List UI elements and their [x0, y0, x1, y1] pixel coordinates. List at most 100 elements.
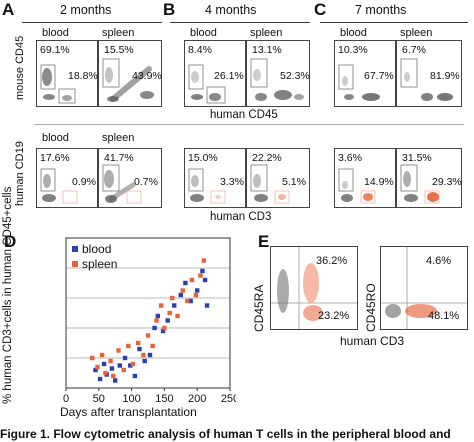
- point-blood: [152, 325, 157, 331]
- legend-label-spleen: spleen: [82, 257, 117, 271]
- axis-label-human-cd45: human CD45: [210, 109, 278, 121]
- pct-top-c-blood-1: 10.3%: [338, 44, 368, 56]
- point-spleen: [135, 340, 141, 346]
- figure-caption: Figure 1. Flow cytometric analysis of hu…: [0, 427, 451, 441]
- facs-bot-c-blood-dots: [338, 168, 376, 204]
- point-blood: [160, 328, 166, 334]
- cond-a-spleen: spleen: [102, 27, 135, 39]
- facs-top-a-spleen-dots: [102, 58, 154, 102]
- facs-top-c-blood: [334, 40, 396, 107]
- point-spleen: [193, 292, 199, 298]
- point-spleen: [167, 310, 172, 316]
- point-spleen: [185, 298, 190, 304]
- x-tick-label: 100: [122, 393, 140, 405]
- x-tick-label: 0: [63, 393, 69, 405]
- point-blood: [204, 303, 210, 308]
- pct-e-cd45ra-low: 23.2%: [318, 310, 350, 322]
- facs-bot-a-blood-dots: [40, 168, 78, 204]
- chart-frame: [65, 237, 231, 389]
- facs-e-cd45ro: [380, 246, 468, 330]
- facs-top-b-spleen: [246, 40, 310, 107]
- facs-top-b-blood: [184, 40, 246, 107]
- point-spleen: [198, 273, 203, 278]
- facs-bot-c-blood: [334, 148, 396, 208]
- point-spleen: [189, 277, 195, 283]
- point-spleen: [154, 318, 159, 323]
- header-rule-c: [320, 22, 468, 23]
- pct-top-a-blood-2: 18.8%: [68, 70, 98, 82]
- point-blood: [128, 363, 133, 368]
- x-tick-label: 200: [188, 393, 206, 405]
- point-spleen: [150, 343, 155, 349]
- facs-bot-a-spleen-dots: [102, 164, 142, 204]
- facs-top-a-blood-dots: [40, 64, 76, 104]
- x-tick-label: 150: [155, 393, 173, 405]
- chart-ylabel: % human CD3+cells in human CD45+cells: [2, 186, 14, 404]
- legend-swatch-blood: [72, 246, 78, 252]
- pct-bot-b-blood-2: 3.3%: [220, 176, 244, 188]
- point-spleen: [116, 348, 121, 353]
- pct-bot-b-spleen-2: 5.1%: [282, 176, 306, 188]
- panel-letter-d: D: [4, 232, 17, 251]
- x-tick-label: 50: [93, 393, 105, 405]
- facs-bot-c-spleen-dots: [400, 164, 440, 204]
- pct-top-c-blood-2: 67.7%: [364, 70, 394, 82]
- cond-b-spleen: spleen: [250, 27, 283, 39]
- facs-bot-b-spleen-dots: [250, 164, 290, 204]
- pct-bot-a-blood-1: 17.6%: [40, 152, 70, 164]
- point-blood: [178, 292, 183, 298]
- facs-bot-b-spleen: [246, 148, 310, 208]
- point-spleen: [170, 295, 175, 301]
- point-spleen: [162, 325, 167, 331]
- point-spleen: [108, 358, 113, 364]
- pct-top-b-blood-1: 8.4%: [188, 44, 212, 56]
- facs-top-a-blood: [36, 40, 98, 107]
- legend-swatch-spleen: [72, 261, 78, 267]
- pct-top-b-spleen-1: 13.1%: [252, 44, 282, 56]
- pct-top-a-spleen-1: 15.5%: [104, 44, 134, 56]
- pct-bot-c-spleen-2: 29.3%: [432, 176, 462, 188]
- cond-c-spleen: spleen: [400, 27, 433, 39]
- axis-label-human-cd3: human CD3: [210, 211, 272, 223]
- facs-top-c-spleen-dots: [400, 58, 453, 101]
- pct-bot-c-blood-2: 14.9%: [364, 176, 394, 188]
- facs-e-cd45ra-dots: [271, 247, 357, 329]
- legend-label-blood: blood: [82, 242, 111, 256]
- facs-top-b-blood-dots: [188, 64, 226, 104]
- pct-top-b-spleen-2: 52.3%: [280, 70, 310, 82]
- axis-label-e-human-cd3: human CD3: [340, 334, 405, 348]
- pct-bot-b-spleen-1: 22.2%: [252, 152, 282, 164]
- point-spleen: [175, 313, 180, 319]
- panel-letter-a: A: [2, 0, 15, 19]
- point-blood: [195, 288, 200, 293]
- pct-bot-b-blood-1: 15.0%: [188, 152, 218, 164]
- facs-bot-a-spleen: [98, 148, 162, 208]
- pct-bot-c-spleen-1: 31.5%: [402, 152, 432, 164]
- point-spleen: [130, 361, 136, 367]
- x-tick-label: 250: [221, 393, 236, 405]
- cond2-a-spleen: spleen: [102, 132, 135, 144]
- row-divider: [34, 124, 464, 125]
- pct-bot-a-spleen-1: 41.7%: [104, 152, 134, 164]
- point-blood: [122, 355, 128, 361]
- cond2-a-blood: blood: [42, 132, 69, 144]
- facs-bot-a-blood: [36, 148, 98, 208]
- point-blood: [132, 373, 138, 379]
- pct-e-cd45ro-low: 48.1%: [428, 310, 460, 322]
- facs-top-a-spleen: [98, 40, 162, 107]
- point-blood: [165, 318, 170, 323]
- pct-e-cd45ro-high: 4.6%: [426, 255, 452, 267]
- axis-label-cd45ra: CD45RA: [252, 284, 266, 332]
- point-spleen: [111, 373, 116, 379]
- facs-e-cd45ro-dots: [381, 247, 467, 329]
- facs-bot-c-spleen: [396, 148, 462, 208]
- point-spleen: [95, 364, 100, 370]
- point-spleen: [145, 333, 151, 338]
- header-rule-b: [170, 22, 310, 23]
- facs-top-c-spleen: [396, 40, 462, 107]
- point-blood: [155, 313, 161, 319]
- point-spleen: [158, 303, 164, 308]
- header-c: 7 months: [355, 3, 407, 17]
- axis-label-cd45ro: CD45RO: [364, 283, 378, 332]
